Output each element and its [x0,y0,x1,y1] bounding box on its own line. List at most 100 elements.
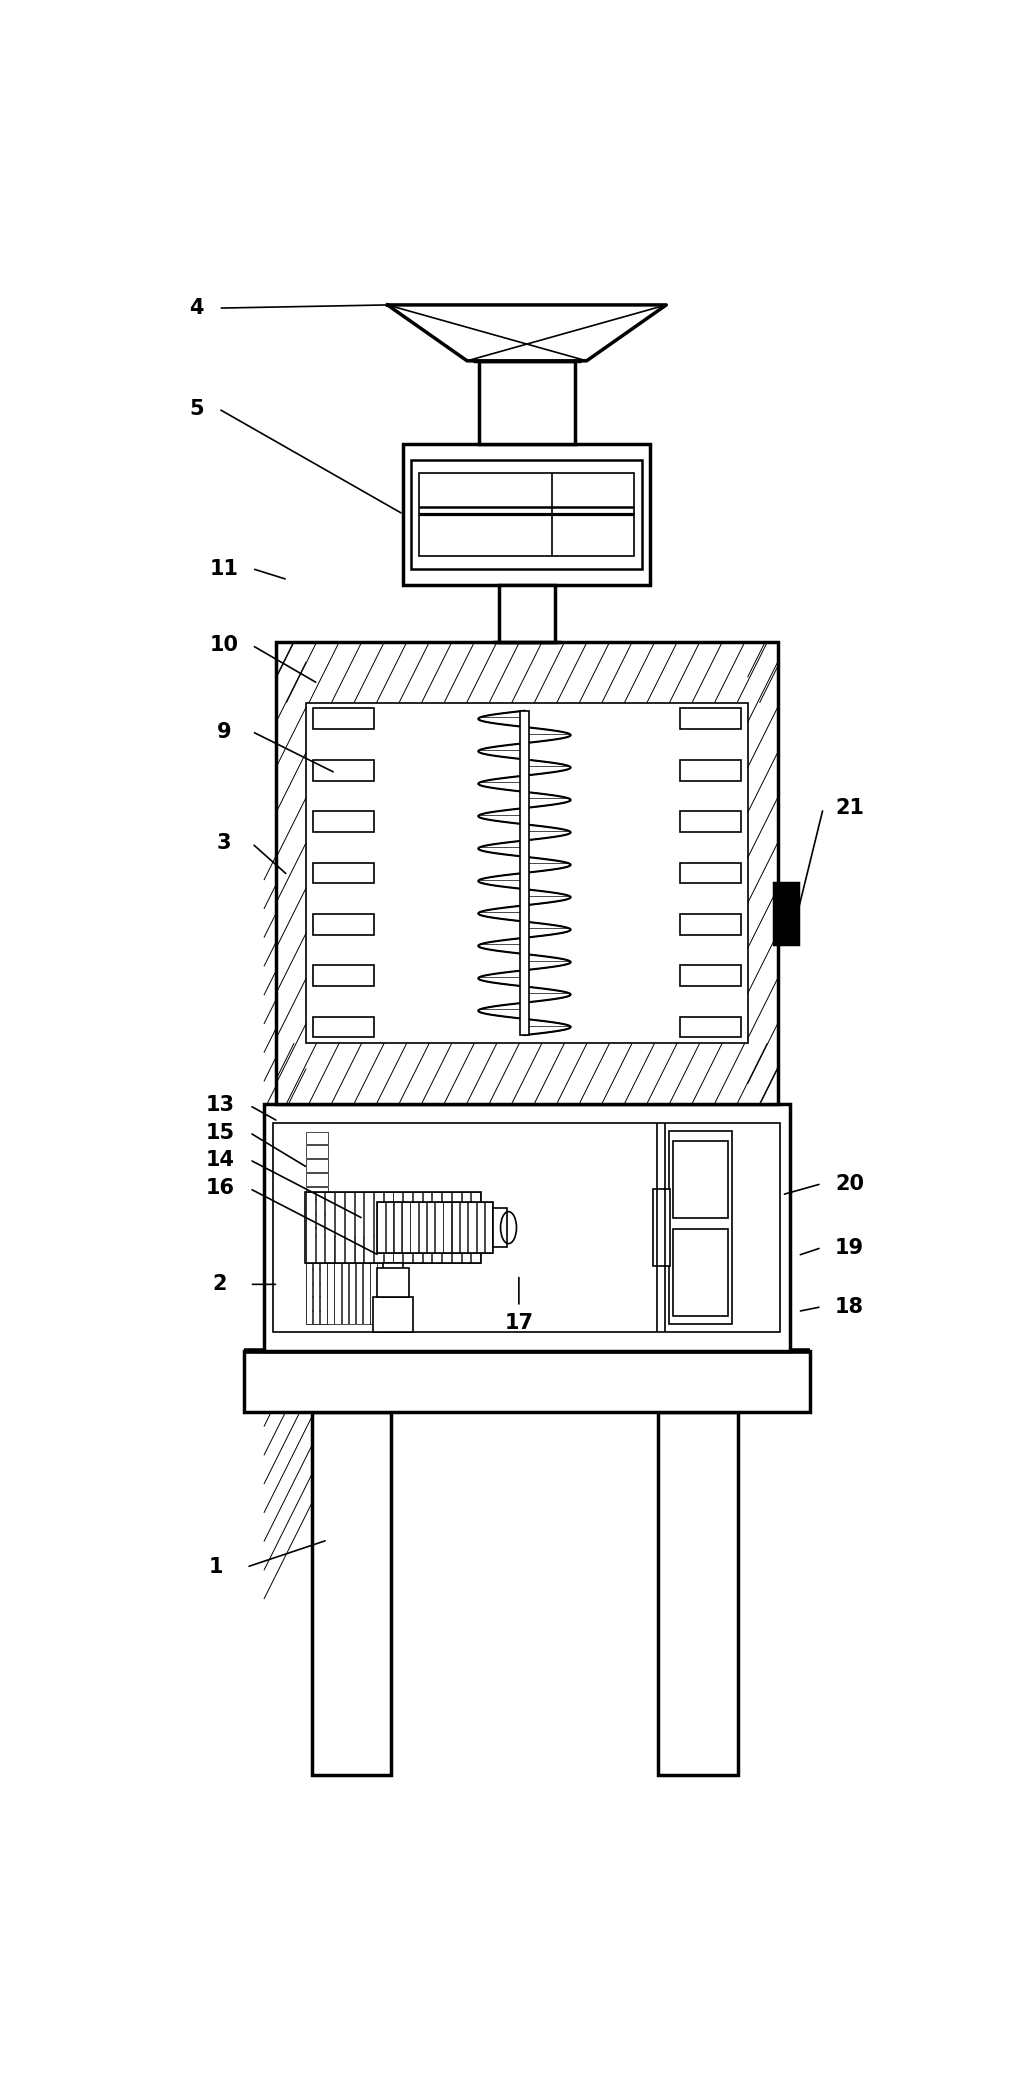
Bar [479,361,575,444]
Text: 9: 9 [217,722,231,741]
Bar [433,1193,441,1264]
Text: 5: 5 [189,398,204,419]
Polygon shape [524,921,571,938]
Bar [306,1172,329,1185]
Text: 13: 13 [206,1096,234,1116]
Bar [427,1201,435,1253]
Bar [306,1297,329,1309]
Bar [370,1235,376,1324]
Bar [341,1235,348,1324]
Bar [402,1201,410,1253]
Text: 20: 20 [835,1174,864,1193]
Bar [747,641,778,1104]
Text: 1: 1 [209,1556,223,1577]
Bar [672,1141,729,1218]
Bar [680,913,741,934]
Polygon shape [524,986,571,1002]
Bar [419,473,634,556]
Bar [363,1235,369,1324]
Bar [653,1189,670,1266]
Bar [306,703,747,1044]
Text: 3: 3 [217,834,231,853]
Text: 18: 18 [835,1297,864,1318]
Bar [383,1193,393,1264]
Polygon shape [478,905,524,921]
Bar [356,1235,363,1324]
Polygon shape [478,938,524,954]
Bar [383,1264,403,1332]
Bar [306,1187,329,1199]
Bar [680,759,741,780]
Text: 15: 15 [206,1123,234,1143]
Bar [313,708,374,728]
Bar [306,1228,329,1241]
Bar [325,1193,334,1264]
Bar [680,965,741,986]
Bar [320,1235,327,1324]
Bar [306,1243,329,1255]
Polygon shape [524,824,571,840]
Bar [477,1201,484,1253]
Text: 17: 17 [505,1313,534,1332]
Bar [306,1131,329,1143]
Bar [276,641,778,1104]
Bar [313,1017,374,1038]
Polygon shape [524,857,571,874]
Bar [442,1193,451,1264]
Bar [264,1104,790,1351]
Bar [460,1201,468,1253]
Text: 21: 21 [835,799,864,818]
Bar [410,1201,418,1253]
Bar [680,863,741,884]
Bar [394,1201,401,1253]
Bar [355,1193,363,1264]
Bar [485,1201,492,1253]
Bar [306,1145,329,1158]
Bar [313,759,374,780]
Bar [658,1413,738,1774]
Bar [344,1193,354,1264]
Bar [306,1270,329,1282]
Bar [462,1193,471,1264]
Bar [311,1413,392,1774]
Bar [306,1311,329,1324]
Bar [306,1284,329,1297]
Bar [680,708,741,728]
Bar [492,1208,507,1247]
Text: 10: 10 [210,635,238,656]
Bar [774,884,798,944]
Polygon shape [524,1019,571,1035]
Bar [680,1017,741,1038]
Polygon shape [478,807,524,824]
Bar [386,1201,393,1253]
Polygon shape [478,712,524,726]
Bar [313,965,374,986]
Bar [377,1268,409,1297]
Polygon shape [478,1002,524,1019]
Bar [377,1201,492,1253]
Bar [472,1193,480,1264]
Bar [672,1228,729,1316]
Bar [306,1255,329,1268]
Bar [244,1351,810,1413]
Bar [306,1193,315,1264]
Bar [335,1193,343,1264]
Bar [273,1123,780,1332]
Text: 14: 14 [206,1150,234,1170]
Bar [520,712,528,1035]
Bar [305,1193,481,1264]
Bar [411,461,642,569]
Bar [435,1201,443,1253]
Bar [374,1193,382,1264]
Polygon shape [524,954,571,971]
Bar [413,1193,421,1264]
Bar [680,811,741,832]
Bar [306,1214,329,1226]
Bar [468,1201,476,1253]
Bar [499,585,555,641]
Bar [377,1201,384,1253]
Bar [668,1131,732,1324]
Bar [313,913,374,934]
Bar [313,863,374,884]
Polygon shape [524,759,571,776]
